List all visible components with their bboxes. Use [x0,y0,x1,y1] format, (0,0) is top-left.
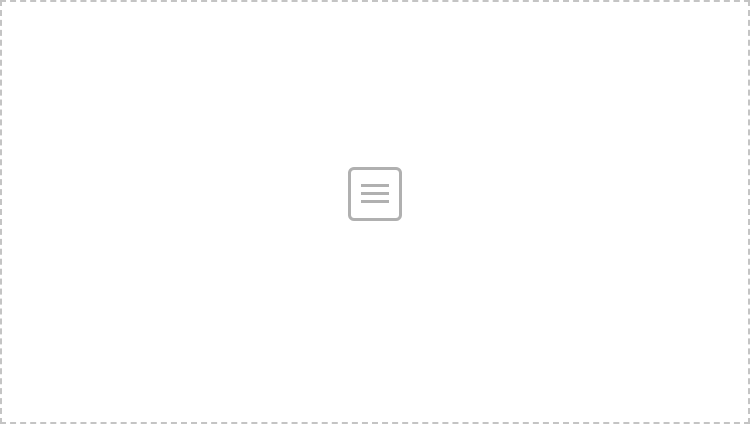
document-icon [348,167,402,221]
